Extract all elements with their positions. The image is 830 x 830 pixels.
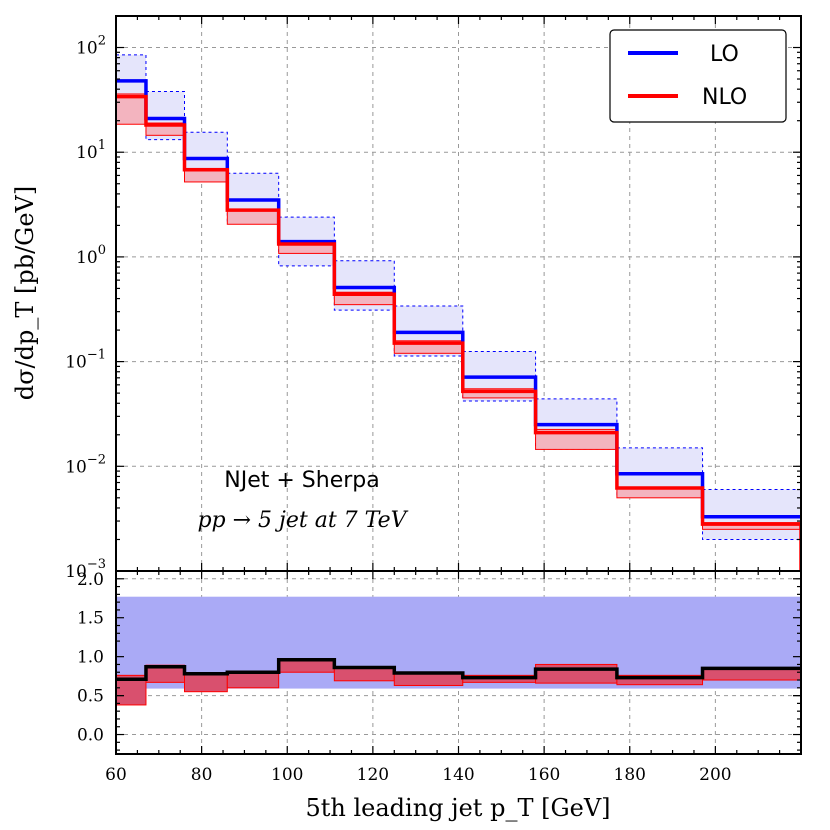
ratio-y-tick-label: 1.0 [77,648,104,668]
nlo-band-bin [116,93,147,125]
ratio-panel: 0.0 0.5 1.0 1.5 2.0 60 80 100 120 140 160 180 200 [77,570,802,785]
main-y-tick-label: 10−2 [65,452,106,477]
lo-band-bin [702,489,801,540]
legend: LO NLO [609,29,787,123]
main-series-lines [116,79,801,571]
ratio-series-lines [116,658,801,681]
ratio-plot-frame [115,570,802,755]
ratio-y-tick-labels: 0.0 0.5 1.0 1.5 2.0 [77,570,104,746]
x-tick-label: 160 [528,765,560,785]
legend-nlo-label: NLO [702,85,747,110]
x-tick-label: 100 [271,765,303,785]
ratio-y-tick-label: 0.0 [77,726,104,746]
x-tick-label: 180 [614,765,646,785]
ratio-y-tick-label: 1.5 [77,609,104,629]
x-tick-labels: 60 80 100 120 140 160 180 200 [105,765,731,785]
y-axis-title: dσ/dp_T [pb/GeV] [11,186,39,400]
main-y-tick-label: 10−3 [65,557,106,582]
main-y-tick-label: 102 [76,34,106,59]
nlo-ratio-band-bin [184,672,228,693]
annotation-generator: NJet + Sherpa [224,468,379,493]
ratio-y-tick-label: 2.0 [77,570,104,590]
x-tick-label: 60 [105,765,127,785]
legend-box [609,29,787,123]
ratio-line [116,658,801,681]
x-tick-label: 140 [442,765,474,785]
x-tick-label: 120 [357,765,389,785]
main-y-tick-labels: 10−3 10−2 10−1 100 101 102 [65,34,106,582]
main-y-tick-label: 101 [76,138,106,163]
nlo-series-line [116,94,801,571]
main-y-tick-label: 100 [76,243,106,268]
annotation-process: pp → 5 jet at 7 TeV [197,508,408,533]
x-tick-label: 200 [699,765,731,785]
x-tick-label: 80 [191,765,213,785]
nlo-ratio-band-bin [535,663,618,684]
main-y-tick-label: 10−1 [65,348,106,373]
ratio-y-tick-label: 0.5 [77,687,104,707]
ratio-uncertainty-bands [116,596,801,706]
x-axis-title: 5th leading jet p_T [GeV] [305,794,610,822]
legend-lo-label: LO [710,42,739,67]
